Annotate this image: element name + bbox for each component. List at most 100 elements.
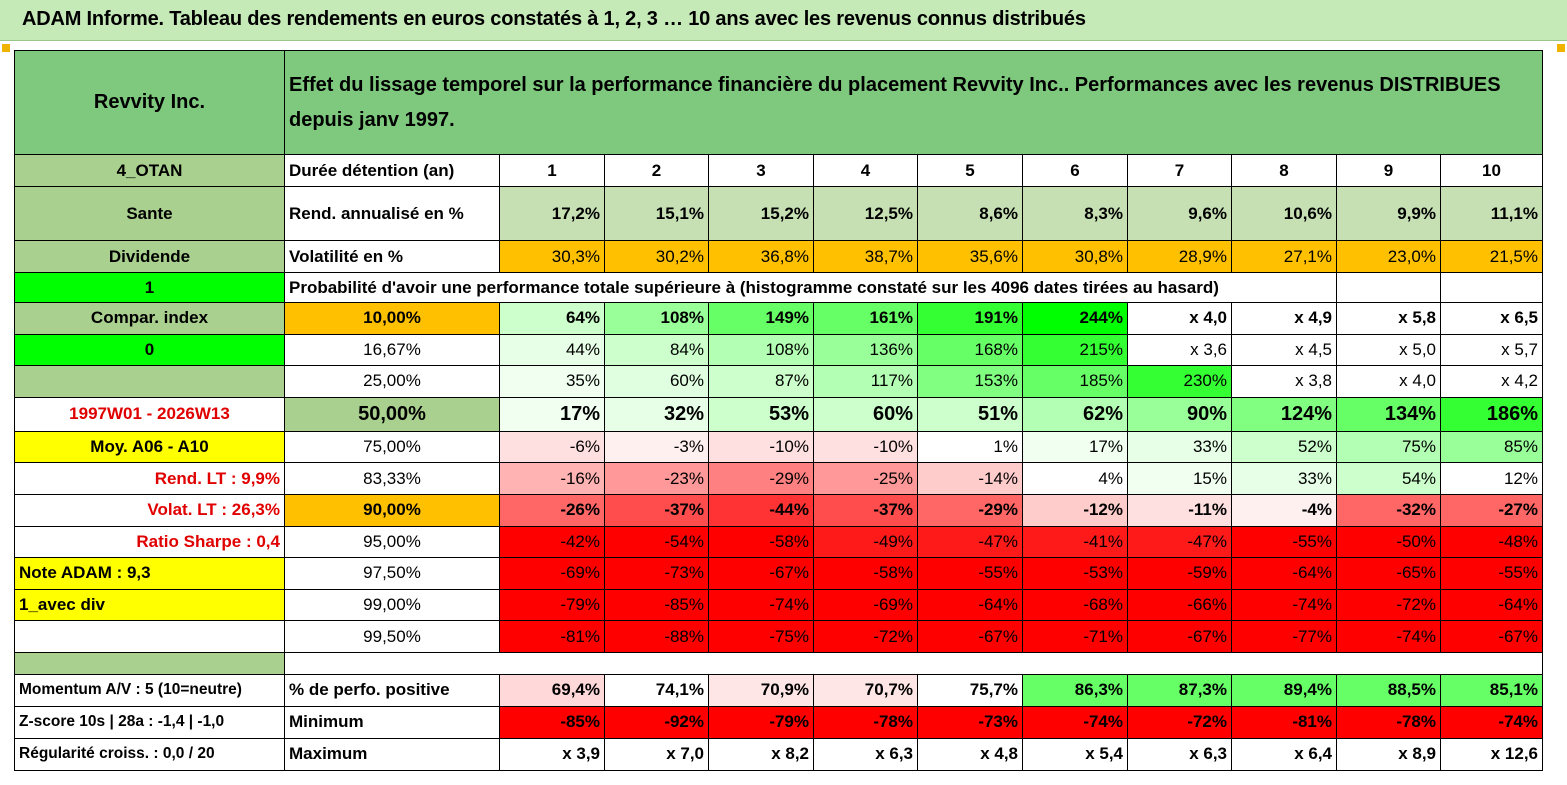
quantile-value-cell: -65% [1336, 557, 1441, 590]
volat-cell: 28,9% [1127, 240, 1232, 273]
period-cell: 1997W01 - 2026W13 [14, 396, 285, 432]
quantile-value-cell: 124% [1231, 396, 1337, 432]
proba-label: Probabilité d'avoir une performance tota… [284, 272, 1337, 303]
volat-label: Volatilité en % [284, 240, 500, 273]
rend-cell: 10,6% [1231, 186, 1337, 241]
empty-cell [1336, 272, 1441, 303]
regularite-cell: Régularité croiss. : 0,0 / 20 [14, 737, 285, 771]
quantile-value-cell: x 3,8 [1231, 365, 1337, 398]
table-row: Compar. index 10,00% 64% 108% 149% 161% 191% 24… [14, 302, 1543, 335]
quantile-value-cell: -12% [1022, 493, 1128, 527]
minimum-cell: -79% [708, 705, 814, 739]
maximum-label: Maximum [284, 737, 500, 771]
quantile-value-cell: x 4,5 [1231, 333, 1337, 367]
quantile-value-cell: -42% [499, 525, 605, 559]
quantile-value-cell: -26% [499, 493, 605, 527]
quantile-value-cell: 168% [917, 333, 1023, 367]
pct-positive-label: % de perfo. positive [284, 673, 500, 707]
quantile-value-cell: -55% [917, 557, 1023, 590]
maximum-cell: x 12,6 [1440, 737, 1543, 771]
pct-positive-cell: 89,4% [1231, 673, 1337, 707]
moy-cell: Moy. A06 - A10 [14, 430, 285, 464]
quantile-cell: 95,00% [284, 525, 500, 559]
volat-lt-cell: Volat. LT : 26,3% [14, 493, 285, 527]
quantile-value-cell: 134% [1336, 396, 1441, 432]
quantile-value-cell: -67% [708, 557, 814, 590]
quantile-value-cell: -11% [1127, 493, 1232, 527]
rend-cell: 12,5% [813, 186, 918, 241]
year-header-1: 1 [499, 154, 605, 187]
quantile-value-cell: 87% [708, 365, 814, 398]
quantile-value-cell: 161% [813, 302, 918, 335]
duree-label: Durée détention (an) [284, 154, 500, 187]
flag-one-cell: 1 [14, 272, 285, 303]
quantile-value-cell: -85% [604, 588, 709, 622]
quantile-value-cell: -69% [813, 588, 918, 622]
pct-positive-cell: 74,1% [604, 673, 709, 707]
quantile-value-cell: -72% [813, 620, 918, 653]
quantile-value-cell: 62% [1022, 396, 1128, 432]
quantile-value-cell: -53% [1022, 557, 1128, 590]
quantile-value-cell: -64% [1231, 557, 1337, 590]
sector-cell: Sante [14, 186, 285, 241]
year-header-7: 7 [1127, 154, 1232, 187]
corner-marker [2, 44, 10, 52]
quantile-value-cell: -74% [708, 588, 814, 622]
table-row: Note ADAM : 9,3 97,50% -69% -73% -67% -58% -55… [14, 557, 1543, 590]
quantile-value-cell: -55% [1231, 525, 1337, 559]
quantile-value-cell: -14% [917, 462, 1023, 495]
quantile-cell: 50,00% [284, 396, 500, 432]
minimum-cell: -73% [917, 705, 1023, 739]
pct-positive-cell: 85,1% [1440, 673, 1543, 707]
rend-cell: 15,2% [708, 186, 814, 241]
quantile-value-cell: -66% [1127, 588, 1232, 622]
compar-index-cell: Compar. index [14, 302, 285, 335]
momentum-cell: Momentum A/V : 5 (10=neutre) [14, 673, 285, 707]
pct-positive-cell: 87,3% [1127, 673, 1232, 707]
rend-cell: 9,9% [1336, 186, 1441, 241]
corner-marker [1557, 44, 1565, 52]
quantile-value-cell: 60% [604, 365, 709, 398]
quantile-value-cell: 12% [1440, 462, 1543, 495]
year-header-5: 5 [917, 154, 1023, 187]
rend-label: Rend. annualisé en % [284, 186, 500, 241]
quantile-value-cell: 153% [917, 365, 1023, 398]
quantile-cell: 75,00% [284, 430, 500, 464]
quantile-value-cell: -74% [1231, 588, 1337, 622]
pct-positive-cell: 86,3% [1022, 673, 1128, 707]
quantile-value-cell: 17% [1022, 430, 1128, 464]
table-row: Volat. LT : 26,3% 90,00% -26% -37% -44% -37% -… [14, 493, 1543, 527]
quantile-cell: 99,50% [284, 620, 500, 653]
quantile-value-cell: 185% [1022, 365, 1128, 398]
maximum-cell: x 6,3 [1127, 737, 1232, 771]
year-header-10: 10 [1440, 154, 1543, 187]
quantile-value-cell: 33% [1127, 430, 1232, 464]
quantile-value-cell: -49% [813, 525, 918, 559]
quantile-value-cell: -32% [1336, 493, 1441, 527]
quantile-value-cell: 54% [1336, 462, 1441, 495]
quantile-cell: 16,67% [284, 333, 500, 367]
quantile-cell: 25,00% [284, 365, 500, 398]
pct-positive-cell: 69,4% [499, 673, 605, 707]
table-row: Dividende Volatilité en % 30,3% 30,2% 36,8% 3… [14, 240, 1543, 273]
table-row: Momentum A/V : 5 (10=neutre)% de perfo. … [14, 673, 1543, 707]
company-name: Revvity Inc. [14, 50, 285, 155]
year-header-8: 8 [1231, 154, 1337, 187]
quantile-cell: 97,50% [284, 557, 500, 590]
empty-cell [14, 620, 285, 653]
minimum-label: Minimum [284, 705, 500, 739]
table-row: 99,50% -81% -88% -75% -72% -67% -71% -67% -77% -7… [14, 620, 1543, 653]
quantile-value-cell: -68% [1022, 588, 1128, 622]
quantile-value-cell: x 3,6 [1127, 333, 1232, 367]
quantile-value-cell: 108% [708, 333, 814, 367]
quantile-value-cell: -79% [499, 588, 605, 622]
quantile-value-cell: x 4,0 [1336, 365, 1441, 398]
volat-cell: 23,0% [1336, 240, 1441, 273]
quantile-value-cell: -47% [917, 525, 1023, 559]
quantile-value-cell: -50% [1336, 525, 1441, 559]
quantile-value-cell: -58% [708, 525, 814, 559]
volat-cell: 38,7% [813, 240, 918, 273]
quantile-value-cell: 84% [604, 333, 709, 367]
pct-positive-cell: 75,7% [917, 673, 1023, 707]
quantile-value-cell: 191% [917, 302, 1023, 335]
